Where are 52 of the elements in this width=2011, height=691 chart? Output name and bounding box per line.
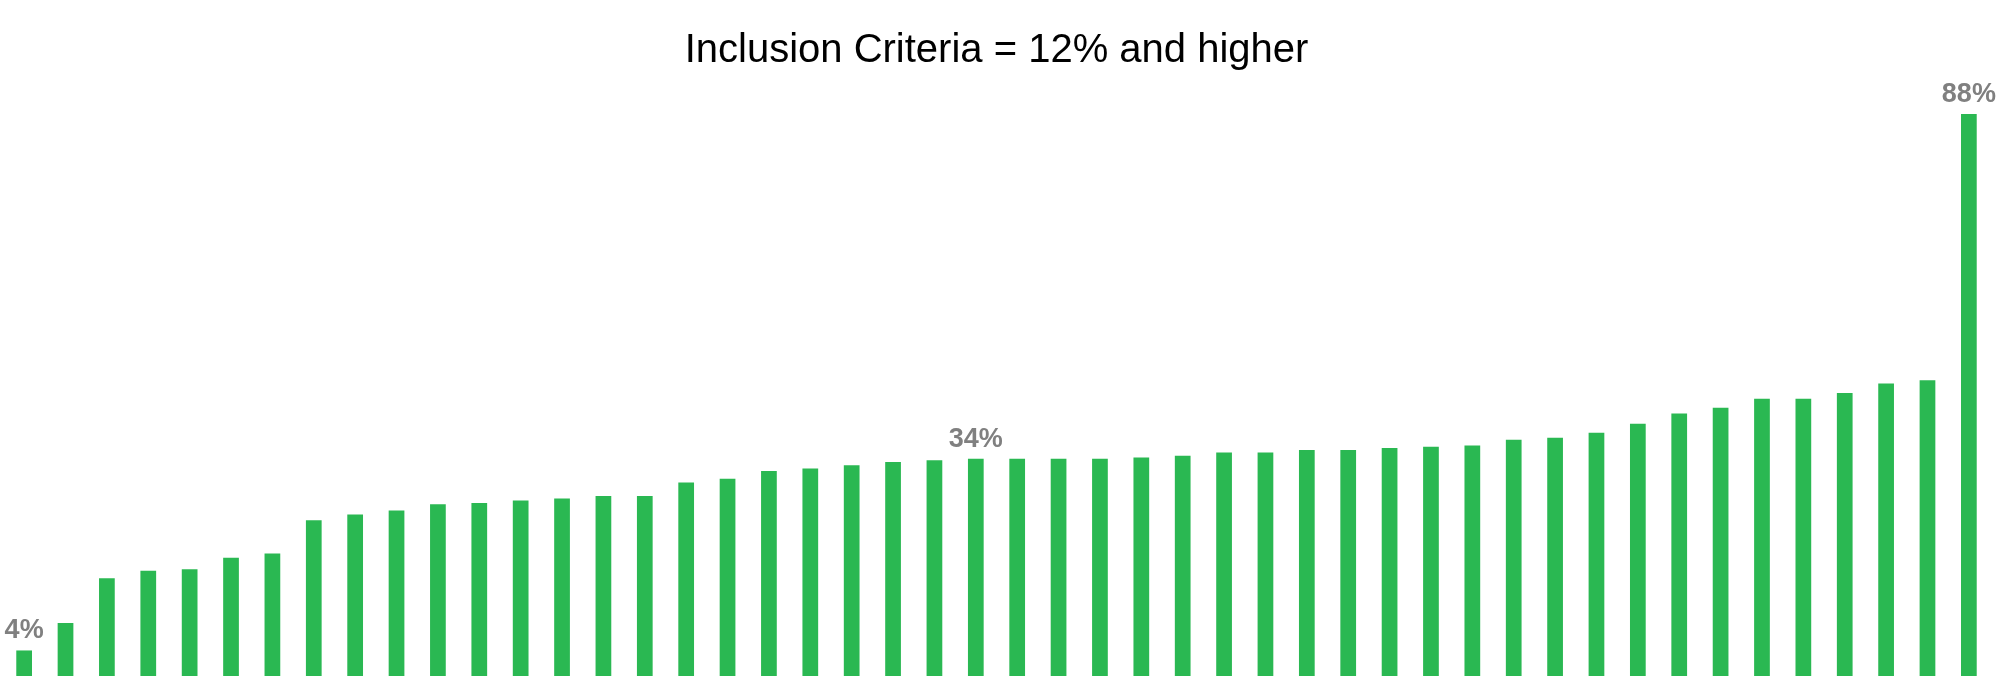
bar [1919,380,1936,676]
bar [1671,413,1688,676]
bar [388,510,405,676]
data-label: 34% [948,422,1003,453]
bar [264,553,281,676]
bar [843,465,860,676]
bar [1629,423,1646,676]
bar [1050,458,1067,676]
bar [1340,449,1357,676]
bar [1381,448,1398,676]
bar [1878,383,1894,676]
data-label: 4% [4,614,44,645]
bar [1174,455,1191,676]
bar [1961,114,1977,676]
bar [1133,457,1150,676]
bar [802,468,819,676]
bar [347,514,364,676]
bar [1712,407,1729,676]
bar [678,482,695,676]
bar [926,460,943,676]
bar [512,500,529,676]
bar [1754,398,1770,676]
bar [595,495,612,676]
bar [1092,458,1108,676]
bar [181,569,198,676]
bar [1216,452,1232,676]
bar [1257,452,1274,676]
bar [57,622,74,676]
bar [1547,437,1563,676]
bar [719,478,736,676]
bar [99,578,115,676]
bar [636,495,653,676]
bar [761,471,777,676]
bar [1009,458,1026,676]
bar [16,650,32,676]
bar [1795,398,1812,676]
bar [305,520,322,676]
bar [1588,432,1605,676]
bar [140,570,157,676]
bar [430,504,446,676]
bar [1298,449,1315,676]
chart-title: Inclusion Criteria = 12% and higher [684,26,1309,70]
bar [885,462,901,676]
bar [1423,446,1439,676]
data-label: 88% [1941,78,1996,108]
bar [1464,445,1481,676]
bar [471,502,488,676]
bar [1505,439,1522,676]
bar [967,458,984,676]
bar [1836,393,1853,676]
bar [223,557,239,676]
bar [554,498,570,676]
